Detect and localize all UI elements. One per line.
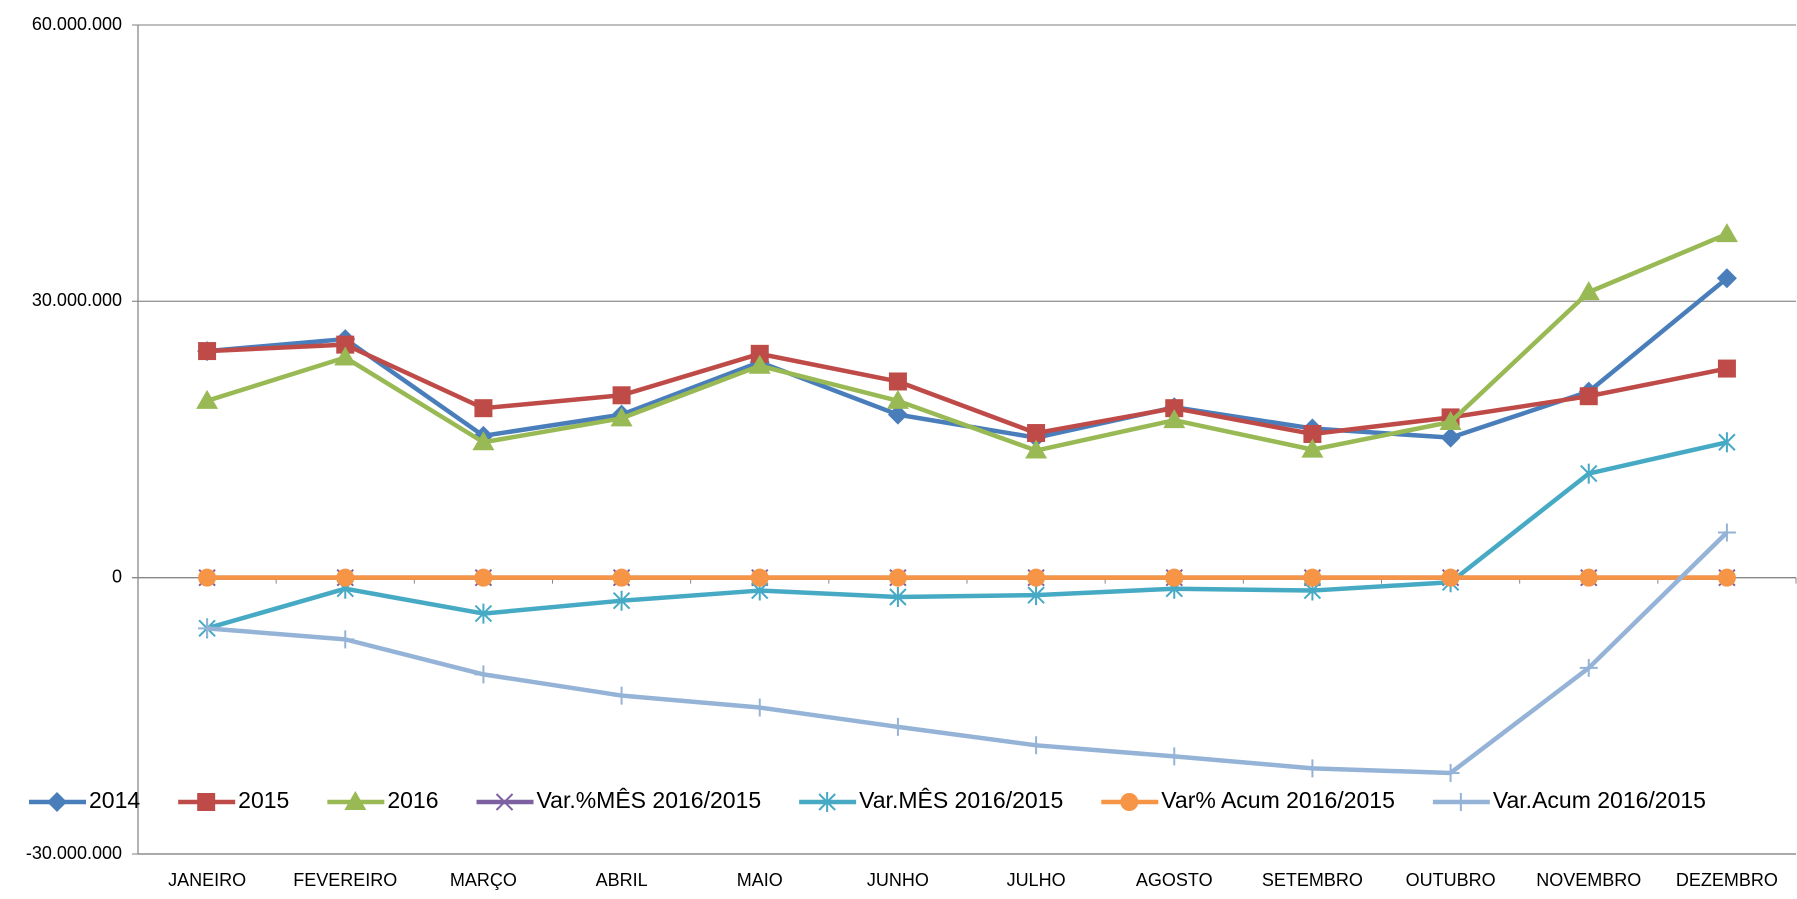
marker bbox=[612, 386, 631, 405]
legend-label: Var.%MÊS 2016/2015 bbox=[537, 787, 762, 813]
x-tick-label: JUNHO bbox=[867, 870, 929, 890]
marker bbox=[474, 665, 493, 684]
x-tick-label: SETEMBRO bbox=[1262, 870, 1363, 890]
legend-marker bbox=[197, 793, 216, 811]
x-tick-label: JANEIRO bbox=[168, 870, 246, 890]
legend-marker bbox=[818, 792, 836, 812]
legend-marker bbox=[495, 793, 514, 811]
marker bbox=[1577, 281, 1600, 301]
series-line bbox=[206, 530, 1729, 776]
y-tick-label: 0 bbox=[112, 566, 122, 586]
marker bbox=[1165, 747, 1184, 766]
marker bbox=[1716, 268, 1737, 289]
marker bbox=[1301, 438, 1324, 458]
marker bbox=[750, 344, 769, 363]
marker bbox=[1165, 399, 1184, 418]
marker bbox=[1027, 568, 1046, 587]
marker bbox=[198, 342, 217, 361]
x-tick-label: JULHO bbox=[1007, 870, 1066, 890]
legend-item: 2016 bbox=[327, 787, 439, 813]
x-tick-label: NOVEMBRO bbox=[1536, 870, 1641, 890]
legend-item: Var.Acum 2016/2015 bbox=[1432, 787, 1706, 813]
marker bbox=[748, 354, 771, 374]
marker bbox=[888, 568, 907, 587]
marker bbox=[1715, 223, 1738, 243]
marker bbox=[1718, 432, 1736, 453]
marker bbox=[474, 399, 493, 418]
marker bbox=[1027, 736, 1046, 755]
x-tick-label: MAIO bbox=[737, 870, 783, 890]
y-tick-label: -30.000.000 bbox=[26, 843, 122, 863]
legend-marker bbox=[1451, 793, 1470, 811]
x-tick-label: AGOSTO bbox=[1136, 870, 1213, 890]
series-line bbox=[206, 440, 1728, 631]
marker bbox=[889, 587, 907, 608]
x-tick-label: DEZEMBRO bbox=[1676, 870, 1778, 890]
series-line bbox=[206, 232, 1728, 453]
marker bbox=[886, 389, 909, 409]
series-line bbox=[206, 342, 1728, 437]
marker bbox=[1717, 359, 1736, 378]
marker bbox=[1439, 410, 1462, 430]
marker bbox=[334, 346, 357, 366]
marker bbox=[888, 717, 907, 736]
marker bbox=[1579, 658, 1598, 677]
legend-label: 2014 bbox=[89, 787, 140, 813]
legend-label: 2015 bbox=[238, 787, 289, 813]
legend-marker bbox=[344, 791, 367, 810]
marker bbox=[887, 404, 908, 425]
legend-label: Var.MÊS 2016/2015 bbox=[859, 787, 1063, 813]
marker bbox=[198, 568, 217, 587]
x-tick-label: MARÇO bbox=[450, 870, 517, 890]
marker bbox=[888, 372, 907, 391]
marker bbox=[474, 603, 493, 624]
marker bbox=[1303, 759, 1322, 778]
legend-label: Var% Acum 2016/2015 bbox=[1161, 787, 1395, 813]
marker bbox=[1165, 568, 1184, 587]
x-tick-label: ABRIL bbox=[596, 870, 648, 890]
marker bbox=[612, 568, 631, 587]
marker bbox=[1303, 568, 1322, 587]
marker bbox=[750, 698, 769, 717]
x-tick-label: OUTUBRO bbox=[1406, 870, 1496, 890]
marker bbox=[336, 568, 355, 587]
legend-marker bbox=[47, 792, 67, 812]
marker bbox=[1717, 568, 1736, 587]
marker bbox=[750, 568, 769, 587]
marker bbox=[1025, 439, 1048, 459]
y-tick-label: 60.000.000 bbox=[32, 14, 122, 34]
legend-item: Var% Acum 2016/2015 bbox=[1101, 787, 1395, 813]
legend-marker bbox=[1120, 793, 1139, 811]
y-tick-label: 30.000.000 bbox=[32, 290, 122, 310]
marker bbox=[1579, 568, 1598, 587]
marker bbox=[336, 335, 355, 354]
marker bbox=[196, 389, 219, 409]
legend-label: 2016 bbox=[387, 787, 438, 813]
x-tick-label: FEVEREIRO bbox=[293, 870, 397, 890]
marker bbox=[1717, 523, 1736, 542]
marker bbox=[612, 686, 631, 705]
legend-item: Var.MÊS 2016/2015 bbox=[799, 787, 1063, 813]
marker bbox=[1580, 463, 1598, 484]
marker bbox=[472, 431, 495, 451]
marker bbox=[1440, 427, 1461, 448]
marker bbox=[1579, 387, 1598, 406]
marker bbox=[1303, 424, 1322, 443]
legend-item: Var.%MÊS 2016/2015 bbox=[476, 787, 762, 813]
legend-item: 2015 bbox=[178, 787, 289, 813]
marker bbox=[1163, 409, 1186, 429]
marker bbox=[612, 590, 631, 611]
marker bbox=[1027, 585, 1045, 606]
marker bbox=[610, 407, 633, 427]
marker bbox=[1441, 568, 1460, 587]
marker bbox=[198, 619, 217, 638]
legend-label: Var.Acum 2016/2015 bbox=[1493, 787, 1706, 813]
marker bbox=[336, 630, 355, 649]
legend-item: 2014 bbox=[29, 787, 140, 813]
marker bbox=[1441, 763, 1460, 782]
marker bbox=[1027, 424, 1046, 443]
marker bbox=[474, 568, 493, 587]
